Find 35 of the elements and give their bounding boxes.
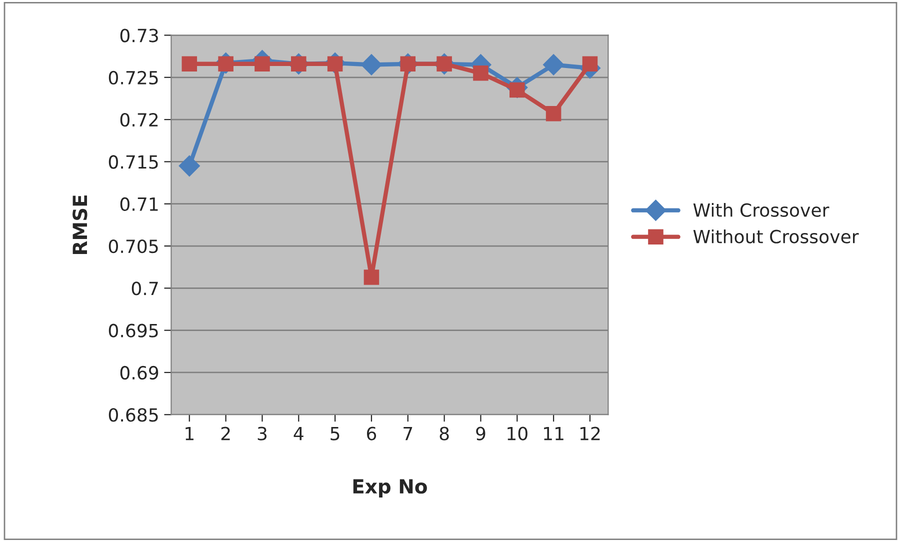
x-tick-label: 11: [544, 426, 564, 440]
y-tick-label: 0.715: [108, 155, 158, 169]
x-tick-label: 4: [294, 426, 304, 440]
y-tick-label: 0.7: [132, 282, 158, 296]
x-tick-label: 3: [258, 426, 267, 440]
y-tick-label: 0.71: [120, 197, 158, 211]
point: [182, 56, 198, 72]
y-tick-label: 0.725: [108, 70, 158, 84]
y-tick-label: 0.69: [120, 366, 158, 380]
x-tick-label: 10: [508, 426, 528, 440]
point: [582, 56, 598, 72]
legend-label: With Crossover: [693, 202, 830, 217]
point: [254, 56, 270, 72]
y-tick-label: 0.72: [120, 113, 158, 127]
x-tick-label: 12: [580, 426, 600, 440]
point: [178, 155, 200, 176]
y-axis-title: RMSE: [72, 196, 88, 254]
x-tick-label: 7: [404, 426, 412, 440]
point: [364, 270, 380, 285]
point: [360, 54, 382, 76]
point: [543, 54, 564, 76]
legend-label: Without Crossover: [693, 229, 859, 244]
x-tick-label: 5: [330, 426, 340, 440]
point: [546, 106, 562, 122]
x-tick-label: 8: [440, 426, 449, 440]
y-tick-label: 0.705: [108, 239, 158, 254]
point: [473, 66, 488, 81]
x-tick-label: 9: [476, 426, 486, 440]
x-tick-label: 2: [221, 426, 230, 440]
x-axis-title: Exp No: [353, 479, 427, 498]
x-tick-label: 1: [186, 426, 194, 440]
x-tick-label: 6: [366, 426, 376, 440]
y-tick-label: 0.73: [120, 28, 158, 42]
y-tick-label: 0.685: [108, 408, 158, 422]
y-tick-label: 0.695: [108, 324, 158, 338]
